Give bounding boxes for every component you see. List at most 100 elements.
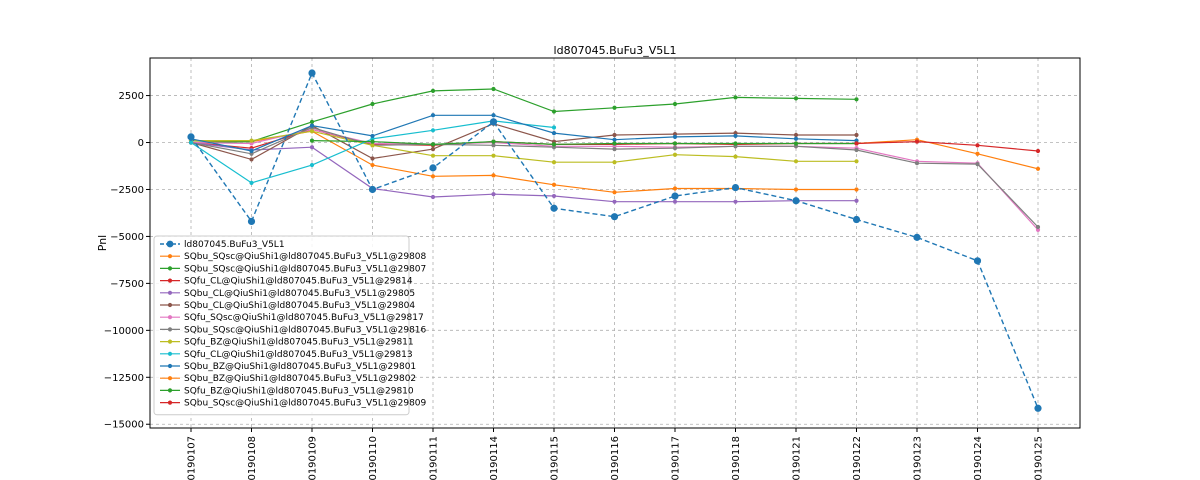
legend-marker xyxy=(167,388,173,393)
data-point xyxy=(672,186,678,191)
legend-entry-label: SQbu_BZ@QiuShi1@ld807045.BuFu3_V5L1@2980… xyxy=(184,362,416,372)
legend-marker xyxy=(167,400,173,405)
x-tick-label: 20190116 xyxy=(610,436,621,480)
data-point xyxy=(1035,166,1041,171)
data-point xyxy=(913,233,921,241)
legend-entry-label: SQbu_SQsc@QiuShi1@ld807045.BuFu3_V5L1@29… xyxy=(184,252,427,262)
data-point xyxy=(370,133,375,139)
data-point xyxy=(430,142,436,147)
legend-marker xyxy=(167,266,173,271)
x-tick-label: 20190122 xyxy=(852,436,863,480)
data-point xyxy=(309,129,315,134)
data-point xyxy=(187,133,195,141)
x-tick-label: 20190107 xyxy=(187,436,198,480)
data-point xyxy=(854,147,859,153)
data-point xyxy=(792,197,800,205)
data-point xyxy=(308,69,316,77)
series-layer xyxy=(187,69,1042,412)
series-line xyxy=(190,88,857,144)
data-point xyxy=(249,138,254,143)
legend-entry-label: SQbu_SQsc@QiuShi1@ld807045.BuFu3_V5L1@29… xyxy=(184,399,427,409)
x-tick-label: 20190108 xyxy=(247,436,258,480)
data-point xyxy=(672,134,678,139)
data-point xyxy=(430,128,436,133)
data-point xyxy=(733,141,738,146)
data-point xyxy=(550,204,558,212)
y-tick-label: 0 xyxy=(138,138,144,149)
legend-entry-label: SQfu_BZ@QiuShi1@ld807045.BuFu3_V5L1@2981… xyxy=(184,338,414,348)
x-tick-label: 20190110 xyxy=(368,436,379,480)
y-tick-label: −2500 xyxy=(110,185,144,196)
data-point xyxy=(854,187,859,192)
y-tick-label: −15000 xyxy=(104,420,144,431)
legend-marker xyxy=(166,240,174,248)
data-point xyxy=(309,123,315,128)
legend-entry-label: SQbu_SQsc@QiuShi1@ld807045.BuFu3_V5L1@29… xyxy=(184,264,426,274)
data-point xyxy=(551,125,557,130)
data-point xyxy=(975,162,980,167)
data-point xyxy=(1034,404,1042,412)
data-point xyxy=(672,141,678,146)
data-point xyxy=(489,118,498,126)
data-point xyxy=(429,164,437,172)
data-point xyxy=(430,88,436,93)
data-point xyxy=(610,213,619,221)
x-tick-label: 20190125 xyxy=(1034,436,1045,480)
legend-entry-label: SQfu_SQsc@QiuShi1@ld807045.BuFu3_V5L1@29… xyxy=(184,313,424,323)
data-point xyxy=(973,257,982,265)
data-point xyxy=(671,192,679,200)
data-point xyxy=(370,156,375,161)
legend: ld807045.BuFu3_V5L1 SQbu_SQsc@QiuShi1@ld8… xyxy=(153,235,427,416)
data-point xyxy=(551,182,557,187)
legend-marker xyxy=(167,351,173,356)
data-point xyxy=(793,141,799,146)
data-point xyxy=(551,193,557,199)
series-line xyxy=(856,140,1039,152)
data-point xyxy=(731,183,740,192)
y-tick-label: −10000 xyxy=(104,326,144,337)
legend-entry-label: SQbu_CL@QiuShi1@ld807045.BuFu3_V5L1@2980… xyxy=(184,289,415,299)
data-point xyxy=(852,215,861,224)
data-point xyxy=(551,109,557,114)
data-point xyxy=(551,160,557,165)
axis-layer: 2500 0 −2500 −5000 −7500 −10000 −12500 −15000 20… xyxy=(104,91,1045,480)
data-point xyxy=(491,192,496,197)
data-point xyxy=(249,157,254,162)
legend-entry-label: SQfu_CL@QiuShi1@ld807045.BuFu3_V5L1@2981… xyxy=(184,277,413,287)
legend-marker xyxy=(167,363,173,369)
data-point xyxy=(612,137,617,142)
legend-box xyxy=(153,235,410,416)
data-point xyxy=(370,139,375,144)
series-13 xyxy=(854,139,1041,154)
x-tick-label: 20190111 xyxy=(429,436,440,480)
data-point xyxy=(612,160,617,165)
data-point xyxy=(430,146,436,152)
data-point xyxy=(491,153,496,158)
legend-marker xyxy=(167,339,173,344)
data-point xyxy=(612,190,617,195)
y-tick-label: −5000 xyxy=(110,232,144,243)
data-point xyxy=(733,154,738,159)
data-point xyxy=(247,217,256,226)
data-point xyxy=(188,140,194,145)
data-point xyxy=(309,119,315,124)
data-point xyxy=(430,194,436,200)
legend-entry-label: SQbu_BZ@QiuShi1@ld807045.BuFu3_V5L1@2980… xyxy=(184,374,416,384)
data-point xyxy=(733,95,738,100)
data-point xyxy=(430,113,436,118)
data-point xyxy=(914,161,920,166)
data-point xyxy=(1035,148,1041,154)
data-point xyxy=(672,146,678,151)
series-line xyxy=(191,130,857,163)
chart-title: ld807045.BuFu3_V5L1 xyxy=(554,44,677,57)
series-line xyxy=(190,114,857,152)
data-point xyxy=(672,101,678,107)
legend-entry-label: SQfu_BZ@QiuShi1@ld807045.BuFu3_V5L1@2981… xyxy=(184,386,414,396)
data-point xyxy=(370,143,375,148)
data-point xyxy=(430,153,436,158)
data-point xyxy=(491,173,496,178)
data-point xyxy=(672,199,678,204)
data-point xyxy=(309,162,315,168)
y-tick-label: −12500 xyxy=(104,373,144,384)
